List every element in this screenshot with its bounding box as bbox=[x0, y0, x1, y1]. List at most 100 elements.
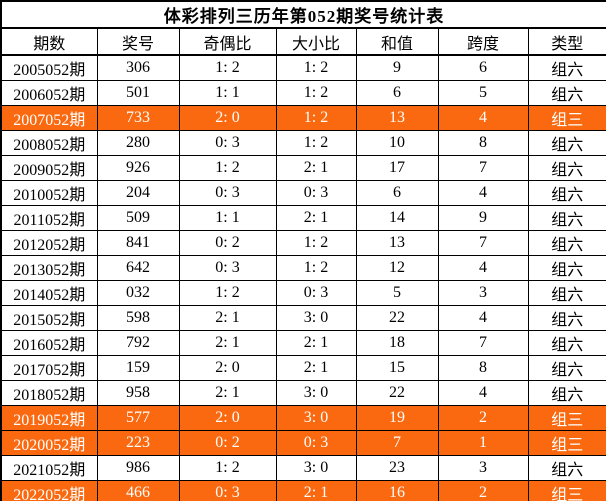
stats-table-body: 2005052期 306 1: 2 1: 2 9 6 组六 2006052期 501 1: 1 1:… bbox=[0, 54, 606, 501]
cell-span: 4 bbox=[437, 255, 529, 281]
cell-period: 2015052期 bbox=[0, 305, 98, 331]
cell-number: 598 bbox=[96, 305, 180, 331]
cell-odd_even: 2: 0 bbox=[178, 405, 277, 431]
cell-sum: 7 bbox=[355, 430, 439, 456]
cell-sum: 5 bbox=[355, 280, 439, 306]
cell-odd_even: 1: 2 bbox=[178, 155, 277, 181]
cell-span: 4 bbox=[437, 105, 529, 131]
cell-type: 组六 bbox=[527, 205, 606, 231]
cell-period: 2011052期 bbox=[0, 205, 98, 231]
column-header-type: 类型 bbox=[527, 27, 606, 56]
cell-sum: 16 bbox=[355, 480, 439, 501]
cell-span: 8 bbox=[437, 355, 529, 381]
cell-period: 2006052期 bbox=[0, 80, 98, 106]
cell-odd_even: 0: 3 bbox=[178, 480, 277, 501]
cell-span: 7 bbox=[437, 230, 529, 256]
cell-period: 2010052期 bbox=[0, 180, 98, 206]
column-header-number: 奖号 bbox=[96, 27, 180, 56]
table-row: 2019052期 577 2: 0 3: 0 19 2 组三 bbox=[0, 405, 606, 431]
cell-big_small: 2: 1 bbox=[275, 330, 357, 356]
cell-span: 7 bbox=[437, 155, 529, 181]
cell-big_small: 2: 1 bbox=[275, 355, 357, 381]
cell-big_small: 0: 3 bbox=[275, 180, 357, 206]
cell-odd_even: 1: 1 bbox=[178, 205, 277, 231]
cell-odd_even: 1: 2 bbox=[178, 455, 277, 481]
cell-type: 组六 bbox=[527, 54, 606, 81]
cell-period: 2005052期 bbox=[0, 54, 98, 81]
cell-type: 组六 bbox=[527, 280, 606, 306]
table-row: 2007052期 733 2: 0 1: 2 13 4 组三 bbox=[0, 105, 606, 131]
cell-sum: 14 bbox=[355, 205, 439, 231]
table-row: 2008052期 280 0: 3 1: 2 10 8 组六 bbox=[0, 130, 606, 156]
cell-sum: 23 bbox=[355, 455, 439, 481]
cell-number: 204 bbox=[96, 180, 180, 206]
cell-period: 2020052期 bbox=[0, 430, 98, 456]
table-row: 2006052期 501 1: 1 1: 2 6 5 组六 bbox=[0, 80, 606, 106]
cell-big_small: 1: 2 bbox=[275, 255, 357, 281]
table-row: 2005052期 306 1: 2 1: 2 9 6 组六 bbox=[0, 54, 606, 81]
cell-type: 组六 bbox=[527, 455, 606, 481]
cell-big_small: 2: 1 bbox=[275, 205, 357, 231]
cell-span: 3 bbox=[437, 455, 529, 481]
cell-period: 2012052期 bbox=[0, 230, 98, 256]
cell-span: 1 bbox=[437, 430, 529, 456]
cell-big_small: 3: 0 bbox=[275, 405, 357, 431]
cell-big_small: 2: 1 bbox=[275, 155, 357, 181]
cell-sum: 6 bbox=[355, 80, 439, 106]
cell-span: 3 bbox=[437, 280, 529, 306]
cell-big_small: 1: 2 bbox=[275, 54, 357, 81]
cell-big_small: 2: 1 bbox=[275, 480, 357, 501]
cell-sum: 9 bbox=[355, 54, 439, 81]
cell-odd_even: 0: 2 bbox=[178, 430, 277, 456]
cell-odd_even: 2: 1 bbox=[178, 330, 277, 356]
table-row: 2010052期 204 0: 3 0: 3 6 4 组六 bbox=[0, 180, 606, 206]
cell-span: 4 bbox=[437, 380, 529, 406]
cell-type: 组六 bbox=[527, 230, 606, 256]
cell-sum: 13 bbox=[355, 230, 439, 256]
table-title-row: 体彩排列三历年第052期奖号统计表 bbox=[0, 0, 606, 29]
cell-span: 4 bbox=[437, 305, 529, 331]
cell-type: 组六 bbox=[527, 355, 606, 381]
cell-number: 642 bbox=[96, 255, 180, 281]
column-header-period: 期数 bbox=[0, 27, 98, 56]
cell-sum: 13 bbox=[355, 105, 439, 131]
cell-period: 2022052期 bbox=[0, 480, 98, 501]
table-row: 2012052期 841 0: 2 1: 2 13 7 组六 bbox=[0, 230, 606, 256]
cell-type: 组六 bbox=[527, 380, 606, 406]
cell-span: 9 bbox=[437, 205, 529, 231]
cell-number: 501 bbox=[96, 80, 180, 106]
table-row: 2011052期 509 1: 1 2: 1 14 9 组六 bbox=[0, 205, 606, 231]
cell-period: 2019052期 bbox=[0, 405, 98, 431]
cell-type: 组六 bbox=[527, 130, 606, 156]
cell-number: 986 bbox=[96, 455, 180, 481]
cell-number: 280 bbox=[96, 130, 180, 156]
cell-span: 5 bbox=[437, 80, 529, 106]
cell-odd_even: 1: 2 bbox=[178, 54, 277, 81]
cell-big_small: 1: 2 bbox=[275, 80, 357, 106]
cell-sum: 15 bbox=[355, 355, 439, 381]
cell-sum: 6 bbox=[355, 180, 439, 206]
cell-period: 2014052期 bbox=[0, 280, 98, 306]
cell-odd_even: 0: 3 bbox=[178, 130, 277, 156]
cell-number: 926 bbox=[96, 155, 180, 181]
cell-odd_even: 1: 1 bbox=[178, 80, 277, 106]
cell-span: 8 bbox=[437, 130, 529, 156]
cell-period: 2009052期 bbox=[0, 155, 98, 181]
cell-type: 组三 bbox=[527, 480, 606, 501]
cell-sum: 18 bbox=[355, 330, 439, 356]
cell-type: 组六 bbox=[527, 255, 606, 281]
column-header-span: 跨度 bbox=[437, 27, 529, 56]
table-row: 2016052期 792 2: 1 2: 1 18 7 组六 bbox=[0, 330, 606, 356]
cell-number: 958 bbox=[96, 380, 180, 406]
cell-period: 2007052期 bbox=[0, 105, 98, 131]
table-row: 2021052期 986 1: 2 3: 0 23 3 组六 bbox=[0, 455, 606, 481]
table-row: 2013052期 642 0: 3 1: 2 12 4 组六 bbox=[0, 255, 606, 281]
cell-type: 组六 bbox=[527, 330, 606, 356]
cell-number: 509 bbox=[96, 205, 180, 231]
cell-number: 577 bbox=[96, 405, 180, 431]
cell-period: 2008052期 bbox=[0, 130, 98, 156]
column-header-sum: 和值 bbox=[355, 27, 439, 56]
cell-odd_even: 0: 2 bbox=[178, 230, 277, 256]
table-header-row: 期数 奖号 奇偶比 大小比 和值 跨度 类型 bbox=[0, 27, 606, 56]
column-header-big_small: 大小比 bbox=[275, 27, 357, 56]
